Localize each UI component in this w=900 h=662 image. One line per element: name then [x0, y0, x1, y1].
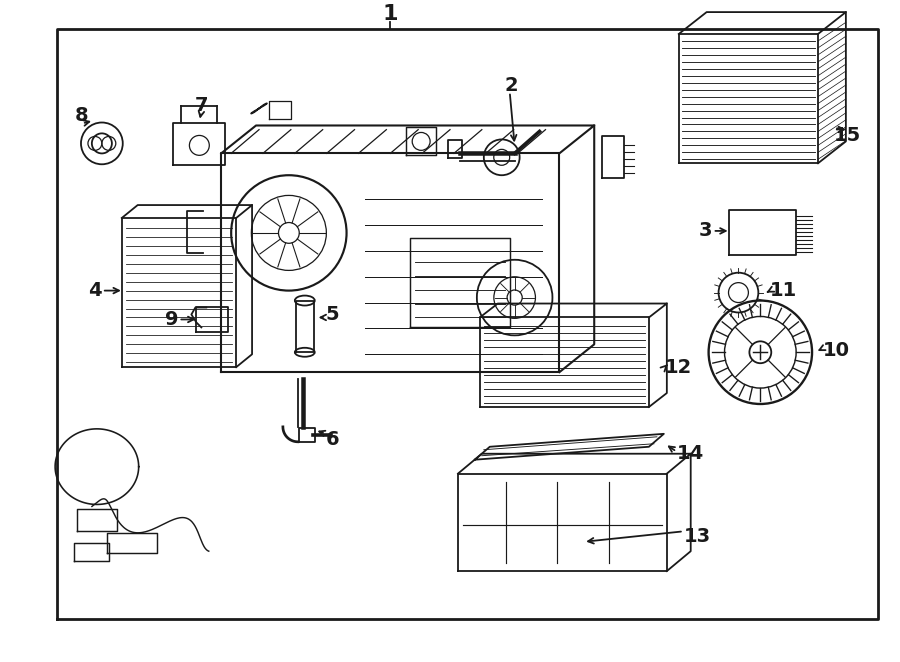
- Text: 10: 10: [823, 341, 850, 359]
- Text: 6: 6: [326, 430, 339, 449]
- Text: 11: 11: [770, 281, 797, 300]
- Text: 12: 12: [665, 357, 692, 377]
- Text: 2: 2: [505, 76, 518, 95]
- Text: 5: 5: [326, 305, 339, 324]
- Text: 13: 13: [684, 527, 711, 545]
- Text: 9: 9: [165, 310, 178, 329]
- Text: 4: 4: [88, 281, 102, 300]
- Text: 3: 3: [699, 221, 713, 240]
- Text: 14: 14: [677, 444, 704, 463]
- Text: 8: 8: [76, 106, 89, 125]
- Text: 7: 7: [194, 96, 208, 115]
- Text: 15: 15: [834, 126, 861, 145]
- Text: 1: 1: [382, 4, 398, 24]
